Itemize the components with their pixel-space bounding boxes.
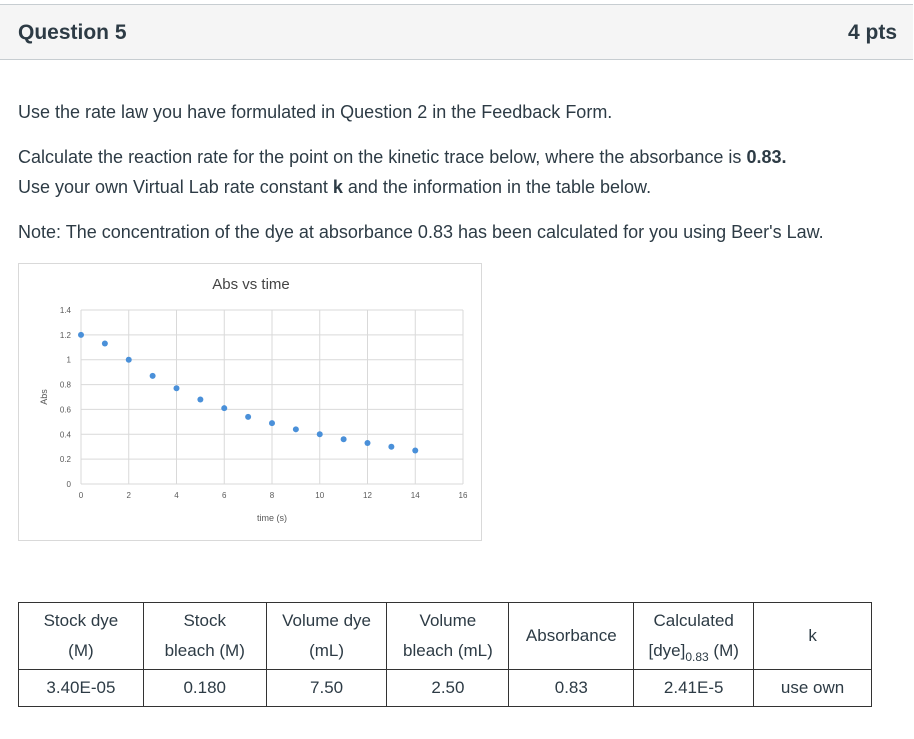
chart-data-point: [78, 331, 84, 338]
cell-calculated-dye: 2.41E-5: [633, 669, 755, 707]
chart-y-tick-label: 0.2: [60, 455, 72, 464]
chart-data-point: [388, 443, 395, 450]
cell-volume-dye: 7.50: [265, 669, 388, 707]
chart-x-axis-label: time (s): [257, 513, 287, 523]
chart-x-tick-label: 0: [79, 491, 84, 500]
chart-x-tick-label: 10: [315, 491, 324, 500]
header-volume-dye: Volume dye (mL): [265, 602, 388, 670]
header-calculated-dye: Calculated [dye]0.83 (M): [633, 602, 755, 670]
instruction-paragraph-2: Calculate the reaction rate for the poin…: [18, 142, 786, 202]
cell-k: use own: [753, 669, 872, 707]
chart-y-tick-label: 1: [67, 356, 72, 365]
chart-data-point: [292, 426, 299, 433]
chart-canvas: 0 0.2 0.4 0.6 0.8 1 1.2 1.4 0 2 4 6 8 10 12 14 16 Abs vs …: [39, 276, 468, 523]
chart-y-tick-label: 1.4: [60, 306, 72, 315]
chart-data-point: [316, 431, 323, 438]
cell-absorbance: 0.83: [508, 669, 635, 707]
chart-data-point: [412, 447, 419, 454]
instruction-paragraph-1: Use the rate law you have formulated in …: [18, 102, 613, 122]
question-title: Question 5: [18, 21, 127, 44]
chart-y-tick-label: 0.8: [60, 381, 72, 390]
header-absorbance: Absorbance: [508, 602, 635, 670]
chart-y-tick-label: 0: [67, 480, 72, 489]
cell-volume-bleach: 2.50: [386, 669, 510, 707]
data-table: Stock dye (M) Stock bleach (M) Volume dye(…: [18, 602, 872, 707]
chart-data-point: [101, 340, 108, 347]
rate-constant-symbol: k: [332, 177, 343, 197]
chart-data-point: [221, 405, 228, 412]
note-paragraph: Note: The concentration of the dye at ab…: [18, 222, 824, 242]
cell-stock-dye: 3.40E-05: [18, 669, 144, 707]
instruction-text: and the information in the table below.: [342, 177, 652, 197]
table-header-row: Stock dye (M) Stock bleach (M) Volume dye(…: [18, 602, 872, 670]
chart-y-tick-label: 0.6: [60, 405, 72, 414]
instruction-text: Use your own Virtual Lab rate constant: [18, 177, 333, 197]
chart-title: Abs vs time: [212, 276, 290, 293]
header-stock-bleach: Stock bleach (M): [142, 602, 267, 670]
chart-x-tick-label: 2: [127, 491, 132, 500]
chart-data-point: [340, 436, 347, 443]
chart-x-tick-label: 16: [459, 491, 468, 500]
chart-data-point: [269, 420, 275, 427]
chart-y-tick-label: 0.4: [60, 430, 72, 439]
absorbance-value: 0.83.: [746, 147, 787, 167]
instruction-text: Calculate the reaction rate for the poin…: [18, 147, 747, 167]
chart-y-axis-label: Abs: [39, 389, 49, 405]
chart-data-point: [125, 356, 132, 363]
chart-data-point: [173, 385, 180, 392]
chart-data-point: [245, 413, 252, 420]
chart-x-tick-label: 8: [270, 491, 275, 500]
question-header: Question 5 4 pts: [0, 4, 913, 60]
chart-x-tick-label: 6: [222, 491, 227, 500]
chart-y-tick-label: 1.2: [60, 331, 72, 340]
question-points: 4 pts: [847, 21, 897, 44]
chart-x-tick-label: 12: [363, 491, 372, 500]
header-stock-dye: Stock dye (M): [18, 602, 144, 670]
chart-x-tick-label: 14: [411, 491, 420, 500]
header-k: k: [753, 602, 872, 670]
header-volume-bleach: Volume bleach (mL): [386, 602, 510, 670]
cell-stock-bleach: 0.180: [142, 669, 267, 707]
chart-data-point: [364, 439, 371, 446]
chart-data-point: [149, 372, 156, 379]
abs-vs-time-chart: 0 0.2 0.4 0.6 0.8 1 1.2 1.4 0 2 4 6 8 10 12 14 16 Abs vs …: [18, 263, 482, 541]
chart-x-tick-label: 4: [174, 491, 179, 500]
chart-data-point: [197, 396, 204, 403]
table-row: 3.40E-05 0.180 7.50 2.50 0.83 2.41E-5 us…: [18, 669, 872, 707]
